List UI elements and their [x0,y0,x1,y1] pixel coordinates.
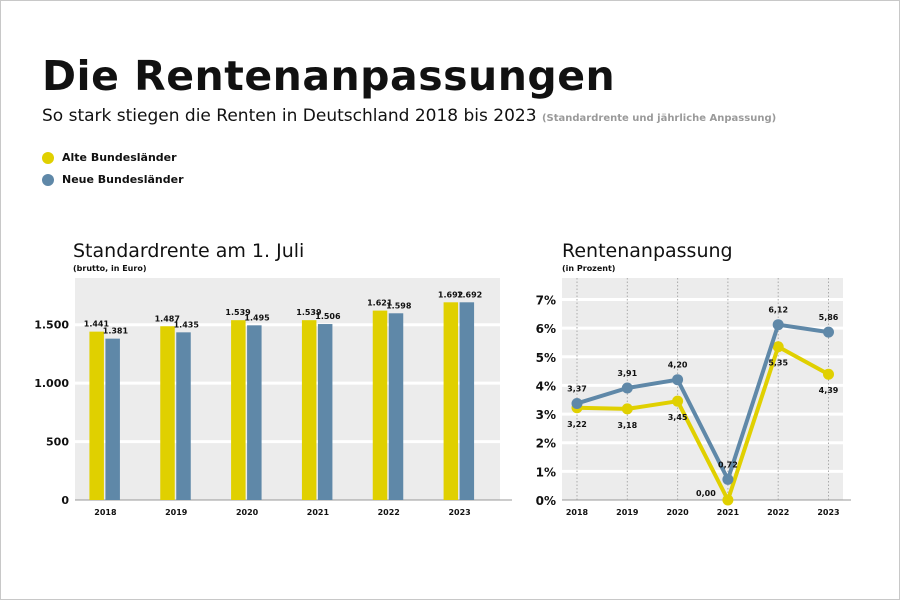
legend-item-neue: Neue Bundesländer [42,173,184,186]
data-point [621,403,633,415]
data-point [571,397,583,409]
series-line [576,322,829,482]
legend-label: Neue Bundesländer [62,173,184,186]
bar-value-label: 1.381 [103,327,129,336]
legend-swatch-yellow [42,151,54,164]
x-tick-label: 2020 [666,508,689,517]
bar [372,310,388,500]
bar-value-label: 1.495 [244,313,270,322]
x-tick-label: 2023 [817,508,839,517]
y-tick-label: 6% [536,322,556,336]
y-tick-label: 0 [61,494,69,507]
y-tick-label: 1.500 [34,319,69,332]
x-tick-label: 2019 [616,508,639,517]
data-label: 5,86 [819,313,839,322]
bar-value-label: 1.598 [386,301,412,310]
legend-item-alte: Alte Bundesländer [42,151,177,164]
x-tick-label: 2023 [448,508,470,517]
bar [443,302,459,500]
bar [247,325,262,500]
y-tick-label: 4% [536,379,556,393]
data-point [823,368,834,380]
data-label: 3,91 [617,369,637,378]
x-tick-label: 2018 [94,508,117,517]
bar-plot-area [75,278,500,500]
y-tick-label: 0% [536,494,556,508]
data-label: 6,12 [768,306,788,315]
data-label: 4,20 [668,361,688,370]
bar-value-label: 1.539 [296,308,322,317]
bar [105,338,120,500]
bar-chart-title: Standardrente am 1. Juli [73,240,305,262]
bar [231,320,246,500]
x-tick-label: 2019 [165,508,188,517]
page-title: Die Rentenanpassungen [42,52,616,100]
bar-chart-subtitle: (brutto, in Euro) [73,264,147,273]
data-label: 3,37 [567,384,587,393]
bar-value-label: 1.435 [174,320,200,329]
subtitle-text: So stark stiegen die Renten in Deutschla… [42,106,537,126]
x-tick-label: 2021 [307,508,330,517]
x-tick-label: 2021 [717,508,740,517]
y-tick-label: 1% [536,465,556,479]
data-point [621,382,633,394]
line-plot-area [562,278,843,500]
legend-swatch-blue [42,173,54,186]
data-label: 3,45 [668,413,688,422]
bar-value-label: 1.692 [457,290,482,299]
data-label: 5,35 [768,359,788,368]
bar-value-label: 1.539 [225,308,251,317]
data-label: 3,22 [567,420,587,429]
y-tick-label: 7% [536,293,556,307]
bar [459,302,475,500]
data-label: 0,00 [696,489,716,498]
data-label: 3,18 [617,421,637,430]
bar-value-label: 1.441 [84,320,110,329]
bar [160,326,175,500]
bar [388,313,404,500]
data-point [772,341,784,353]
data-point [672,374,684,386]
series-line [576,344,830,502]
line-chart-subtitle: (in Prozent) [562,264,616,273]
y-tick-label: 3% [536,408,556,422]
x-tick-label: 2020 [236,508,259,517]
data-label: 0,72 [718,460,738,469]
bar [317,324,333,500]
bar [176,332,191,500]
x-tick-label: 2022 [378,508,400,517]
legend-label: Alte Bundesländer [62,151,177,164]
y-tick-label: 2% [536,437,556,451]
bar-value-label: 1.692 [438,290,463,299]
data-point [823,326,834,338]
bar-value-label: 1.621 [367,299,393,308]
subtitle-note: (Standardrente und jährliche Anpassung) [541,113,777,124]
data-point [772,319,784,331]
x-tick-label: 2022 [767,508,789,517]
bar-value-label: 1.506 [315,312,341,321]
bar [89,331,104,500]
line-chart-title: Rentenanpassung [562,240,733,262]
data-point [722,473,734,485]
y-tick-label: 500 [46,436,69,449]
data-point [672,395,684,407]
page-subtitle: So stark stiegen die Renten in Deutschla… [42,106,776,126]
bar [301,320,317,500]
y-tick-label: 5% [536,351,556,365]
y-tick-label: 1.000 [34,377,69,390]
data-label: 4,39 [819,386,839,395]
x-tick-label: 2018 [566,508,589,517]
data-point [722,494,734,506]
bar-value-label: 1.487 [155,314,180,323]
